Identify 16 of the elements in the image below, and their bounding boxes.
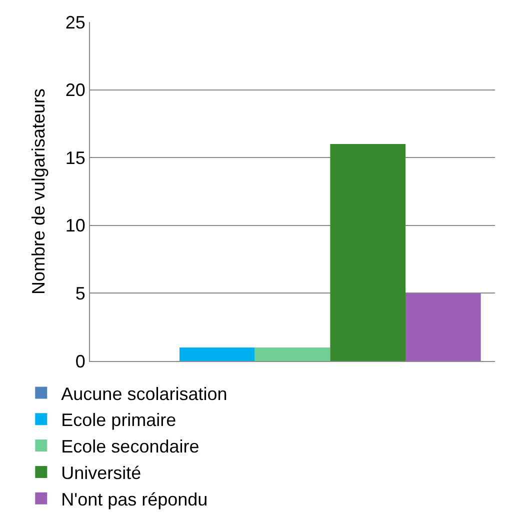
y-tick-label: 20 [65, 80, 86, 100]
bar [180, 347, 255, 361]
y-tick-label: 5 [75, 284, 86, 304]
legend-label: Aucune scolarisation [61, 384, 228, 404]
y-axis-title: Nombre de vulgarisateurs [28, 88, 49, 295]
y-tick-label: 10 [65, 216, 86, 236]
bar [406, 293, 481, 361]
legend-label: N'ont pas répondu [61, 489, 208, 510]
y-tick-label: 0 [75, 351, 86, 372]
y-tick-label: 15 [65, 148, 86, 168]
y-tick-label: 25 [65, 12, 86, 32]
bar [330, 144, 406, 361]
legend-label: Université [61, 462, 142, 483]
legend-label: Ecole secondaire [61, 436, 200, 457]
bar [254, 347, 330, 361]
legend-label: Ecole primaire [61, 410, 176, 430]
